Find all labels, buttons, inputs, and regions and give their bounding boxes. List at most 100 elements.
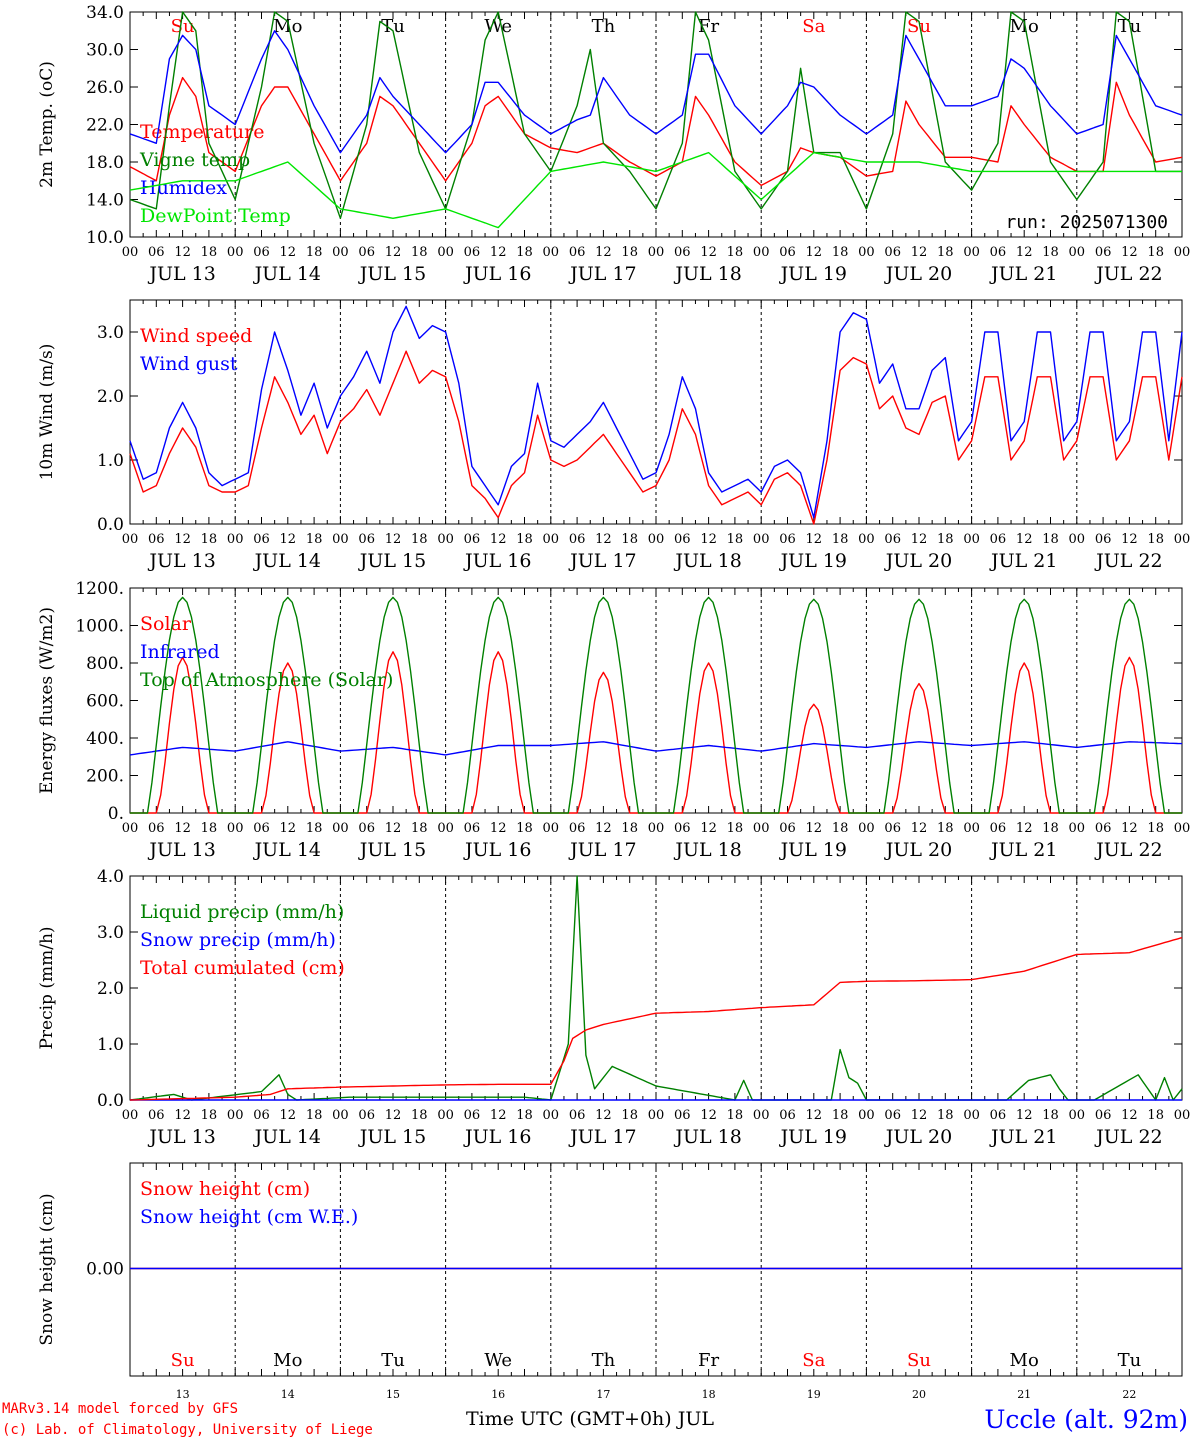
hour-tick-label: 00 xyxy=(437,245,454,260)
weekday-label: Mo xyxy=(273,16,302,37)
hour-tick-label: 12 xyxy=(174,1108,191,1123)
day-label: JUL 19 xyxy=(779,839,847,861)
hour-tick-label: 12 xyxy=(280,821,297,836)
hour-tick-label: 06 xyxy=(990,821,1007,836)
hour-tick-label: 06 xyxy=(1095,532,1112,547)
day-label: JUL 20 xyxy=(884,1126,952,1148)
hour-tick-label: 00 xyxy=(648,532,665,547)
series-line-3 xyxy=(129,30,1183,154)
hour-tick-label: 18 xyxy=(1042,1108,1059,1123)
legend-entry: Infrared xyxy=(140,641,220,663)
series-line-3 xyxy=(129,936,1183,1101)
hour-tick-label: 18 xyxy=(727,245,744,260)
day-label: JUL 19 xyxy=(779,1126,847,1148)
y-tick-label: 0. xyxy=(108,804,124,824)
hour-tick-label: 06 xyxy=(148,245,165,260)
hour-tick-label: 12 xyxy=(1016,1108,1033,1123)
hour-tick-label: 18 xyxy=(1042,532,1059,547)
hour-tick-label: 18 xyxy=(832,245,849,260)
hour-tick-label: 00 xyxy=(437,821,454,836)
hour-tick-label: 12 xyxy=(911,245,928,260)
day-label: JUL 15 xyxy=(358,550,426,572)
chart-panel-3: 00 06 12 18 00 06 12 18 00 06 12 18 00 06 12 18 00 06 12 18… xyxy=(37,579,1190,861)
y-tick-label: 800. xyxy=(86,654,124,674)
hour-tick-label: 18 xyxy=(411,1108,428,1123)
weekday-label: We xyxy=(484,1350,512,1371)
hour-tick-label: 18 xyxy=(516,245,533,260)
day-label: JUL 17 xyxy=(568,263,636,285)
day-label: JUL 18 xyxy=(673,839,741,861)
series-line-2 xyxy=(129,741,1183,756)
y-axis-label: 10m Wind (m/s) xyxy=(37,344,57,481)
hour-tick-label: 00 xyxy=(332,1108,349,1123)
day-label: JUL 19 xyxy=(779,550,847,572)
hour-tick-label: 00 xyxy=(122,532,139,547)
weekday-label: Mo xyxy=(1010,16,1039,37)
day-label: JUL 22 xyxy=(1094,1126,1162,1148)
hour-tick-label: 18 xyxy=(1042,821,1059,836)
hour-tick-label: 06 xyxy=(148,821,165,836)
weekday-label: Su xyxy=(907,1350,931,1371)
hour-tick-label: 12 xyxy=(1016,532,1033,547)
legend-entry: Snow height (cm) xyxy=(140,1178,310,1200)
hour-tick-label: 06 xyxy=(674,1108,691,1123)
hour-tick-label: 06 xyxy=(884,245,901,260)
y-tick-label: 4.0 xyxy=(97,867,124,887)
hour-tick-label: 12 xyxy=(174,532,191,547)
day-label: 19 xyxy=(807,1388,821,1401)
hour-tick-label: 00 xyxy=(332,532,349,547)
day-label: JUL 20 xyxy=(884,550,952,572)
legend-entry: DewPoint Temp xyxy=(140,205,291,227)
day-label: 18 xyxy=(702,1388,716,1401)
hour-tick-label: 00 xyxy=(963,532,980,547)
y-tick-label: 0.0 xyxy=(97,1091,124,1111)
hour-tick-label: 00 xyxy=(1174,245,1191,260)
day-label: 15 xyxy=(386,1388,400,1401)
y-axis-label: 2m Temp. (oC) xyxy=(37,61,57,188)
hour-tick-label: 12 xyxy=(1121,532,1138,547)
hour-tick-label: 00 xyxy=(543,532,560,547)
hour-tick-label: 12 xyxy=(280,245,297,260)
hour-tick-label: 18 xyxy=(201,532,218,547)
day-label: JUL 21 xyxy=(989,1126,1057,1148)
day-label: 20 xyxy=(912,1388,926,1401)
legend-entry: Total cumulated (cm) xyxy=(140,957,345,979)
hour-tick-label: 06 xyxy=(464,532,481,547)
weekday-label: Tu xyxy=(381,16,405,37)
y-tick-label: 2.0 xyxy=(97,387,124,407)
hour-tick-label: 00 xyxy=(963,821,980,836)
hour-tick-label: 06 xyxy=(779,821,796,836)
weekday-label: Tu xyxy=(381,1350,405,1371)
weekday-label: Sa xyxy=(802,1350,825,1371)
legend-entry: Top of Atmosphere (Solar) xyxy=(140,669,393,691)
day-label: JUL 16 xyxy=(463,1126,531,1148)
y-tick-label: 34.0 xyxy=(86,3,124,23)
hour-tick-label: 18 xyxy=(411,821,428,836)
hour-tick-label: 18 xyxy=(1147,1108,1164,1123)
hour-tick-label: 12 xyxy=(280,532,297,547)
day-label: JUL 13 xyxy=(147,550,215,572)
hour-tick-label: 18 xyxy=(1042,245,1059,260)
hour-tick-label: 00 xyxy=(122,1108,139,1123)
day-label: JUL 14 xyxy=(253,1126,321,1148)
hour-tick-label: 18 xyxy=(306,245,323,260)
hour-tick-label: 00 xyxy=(122,821,139,836)
hour-tick-label: 12 xyxy=(700,245,717,260)
hour-tick-label: 12 xyxy=(385,821,402,836)
series-line-2 xyxy=(129,305,1183,519)
y-tick-label: 3.0 xyxy=(97,923,124,943)
hour-tick-label: 18 xyxy=(1147,821,1164,836)
weekday-label: Fr xyxy=(698,1350,719,1371)
hour-tick-label: 12 xyxy=(174,245,191,260)
hour-tick-label: 12 xyxy=(385,532,402,547)
hour-tick-label: 06 xyxy=(990,1108,1007,1123)
weekday-label: Tu xyxy=(1118,1350,1142,1371)
legend-entry: Vigne temp xyxy=(139,149,250,171)
day-label: JUL 15 xyxy=(358,263,426,285)
weekday-label: Fr xyxy=(698,16,719,37)
hour-tick-label: 12 xyxy=(1121,245,1138,260)
hour-tick-label: 18 xyxy=(411,245,428,260)
y-tick-label: 0.00 xyxy=(86,1260,124,1280)
hour-tick-label: 00 xyxy=(648,1108,665,1123)
hour-tick-label: 00 xyxy=(1069,532,1086,547)
